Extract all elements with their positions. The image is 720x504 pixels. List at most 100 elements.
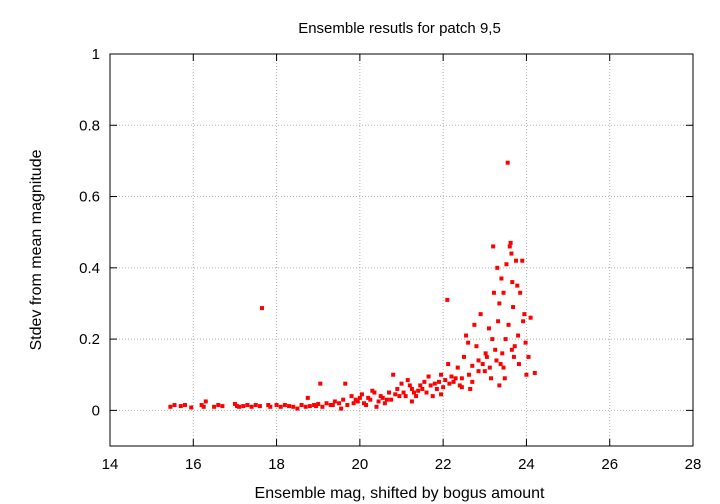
data-point (168, 404, 173, 409)
data-point (232, 401, 237, 406)
data-points (168, 160, 537, 411)
data-point (504, 262, 509, 267)
x-tick-label: 20 (352, 456, 369, 473)
data-point (172, 403, 177, 408)
data-point (299, 403, 304, 408)
data-point (341, 397, 346, 402)
data-point (509, 347, 514, 352)
data-point (362, 401, 367, 406)
x-tick-label: 24 (518, 456, 535, 473)
data-point (199, 403, 204, 408)
data-point (349, 394, 354, 399)
data-point (359, 392, 364, 397)
data-point (399, 381, 404, 386)
data-point (459, 385, 464, 390)
data-point (364, 403, 369, 408)
data-point (401, 390, 406, 395)
data-point (432, 381, 437, 386)
data-point (345, 403, 350, 408)
data-point (343, 381, 348, 386)
data-point (498, 362, 503, 367)
data-point (391, 372, 396, 377)
data-point (372, 390, 377, 395)
data-point (510, 280, 515, 285)
data-point (203, 399, 208, 404)
data-point (305, 395, 310, 400)
data-point (466, 372, 471, 377)
data-point (483, 351, 488, 356)
data-point (353, 397, 358, 402)
data-point (516, 362, 521, 367)
y-tick-label: 0.2 (79, 331, 100, 348)
data-point (339, 406, 344, 411)
data-point (291, 404, 296, 409)
data-point (328, 403, 333, 408)
data-point (235, 404, 240, 409)
data-point (201, 404, 206, 409)
data-point (389, 397, 394, 402)
data-point (515, 283, 520, 288)
data-point (476, 369, 481, 374)
x-tick-label: 26 (601, 456, 618, 473)
data-point (316, 401, 321, 406)
data-point (528, 315, 533, 320)
data-point (387, 390, 392, 395)
data-point (382, 401, 387, 406)
data-point (478, 312, 483, 317)
data-point (482, 369, 487, 374)
data-point (420, 386, 425, 391)
data-point (274, 403, 279, 408)
chart-title: Ensemble resutls for patch 9,5 (298, 20, 501, 37)
data-point (474, 344, 479, 349)
data-point (414, 394, 419, 399)
data-point (303, 404, 308, 409)
y-tick-label: 0.4 (79, 260, 100, 277)
data-point (470, 379, 475, 384)
y-tick-label: 1 (92, 46, 100, 63)
data-point (418, 383, 423, 388)
data-point (491, 290, 496, 295)
data-point (493, 347, 498, 352)
data-point (416, 388, 421, 393)
data-point (266, 403, 271, 408)
data-point (526, 354, 531, 359)
data-point (282, 403, 287, 408)
data-point (403, 394, 408, 399)
data-point (443, 378, 448, 383)
data-point (499, 276, 504, 281)
data-point (405, 378, 410, 383)
x-tick-label: 18 (268, 456, 285, 473)
data-point (511, 305, 516, 310)
data-point (324, 401, 329, 406)
data-point (508, 240, 513, 245)
data-point (447, 381, 452, 386)
data-point (507, 244, 512, 249)
data-point (495, 265, 500, 270)
grid (110, 54, 693, 446)
data-point (189, 405, 194, 410)
data-point (521, 319, 526, 324)
data-point (178, 404, 183, 409)
data-point (524, 372, 529, 377)
x-tick-label: 14 (102, 456, 119, 473)
data-point (486, 326, 491, 331)
data-point (376, 399, 381, 404)
data-point (320, 404, 325, 409)
data-point (451, 379, 456, 384)
data-point (436, 379, 441, 384)
data-point (378, 394, 383, 399)
data-point (430, 394, 435, 399)
data-point (212, 404, 217, 409)
data-point (241, 404, 246, 409)
data-point (237, 404, 242, 409)
data-point (497, 383, 502, 388)
data-point (357, 395, 362, 400)
data-point (446, 362, 451, 367)
data-point (439, 372, 444, 377)
data-point (393, 392, 398, 397)
data-point (520, 258, 525, 263)
data-point (351, 401, 356, 406)
data-point (370, 388, 375, 393)
y-tick-label: 0 (92, 402, 100, 419)
data-point (461, 354, 466, 359)
